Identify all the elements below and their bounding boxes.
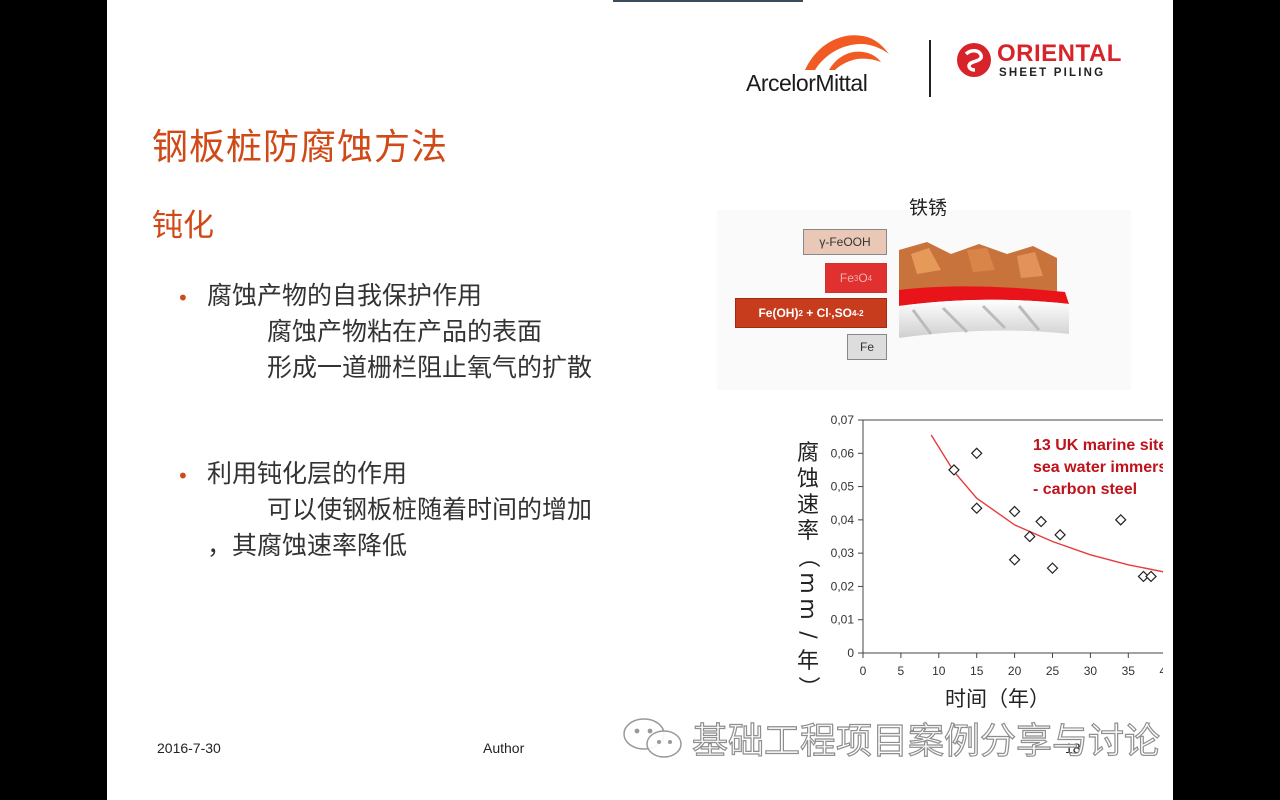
y-axis-label-char: 腐 [797,441,819,466]
footer-page-number: 18 [1065,740,1081,756]
rust-label: 铁锈 [909,197,948,219]
y-tick-label: 0,04 [831,513,855,527]
x-tick-label: 15 [970,664,984,678]
data-point [1046,562,1059,574]
y-axis-label-char: ） [795,676,820,698]
layer-fe3o4: Fe 3 O 4 [825,263,887,293]
y-tick-label: 0,06 [831,446,855,460]
bullet-2-line-3: ，其腐蚀速率降低 [207,531,408,560]
arcelormittal-logo-icon [805,35,889,70]
bullet-2-heading: 利用钝化层的作用 [207,459,408,488]
data-point [1054,528,1066,541]
x-tick-label: 40 [1160,664,1163,678]
y-tick-label: 0,01 [831,613,855,627]
x-tick-label: 5 [898,664,905,678]
y-axis-label-char: （ [795,546,820,568]
rust-layer-diagram [717,210,1131,390]
y-axis-label-char: m [795,572,820,593]
footer-date: 2016-7-30 [157,740,221,756]
y-axis-label-char: 速 [797,493,819,518]
chart-title-line: - carbon steel [1033,481,1137,498]
layer-hydroxide: Fe(OH) 2 + Cl - ,SO 4 -2 [735,298,887,328]
bullet-dot: • [177,464,189,488]
data-point [1114,514,1127,526]
data-point [1008,553,1021,566]
wechat-icon [623,718,682,758]
layer-feooh: γ-FeOOH [803,229,887,255]
data-point [948,464,960,476]
oriental-logo-subtext: SHEET PILING [999,67,1106,79]
x-tick-label: 30 [1084,664,1098,678]
rust-layer-illustration [899,242,1069,338]
slide-subtitle: 钝化 [152,208,214,244]
data-point [1137,570,1150,583]
chart-title-line: sea water immersion [1033,459,1163,476]
y-tick-label: 0,03 [831,546,855,560]
x-tick-label: 0 [860,664,867,678]
oriental-logo-text: ORIENTAL [997,40,1122,67]
bullet-1-line-2: 腐蚀产物粘在产品的表面 [267,317,543,346]
x-tick-label: 20 [1008,664,1022,678]
x-tick-label: 10 [932,664,946,678]
layer-fe: Fe [847,334,887,360]
data-point [970,502,983,515]
y-axis-label-char: 率 [797,519,819,544]
corrosion-rate-chart: 0 0,01 0,02 0,03 0,04 0,05 0,06 0,07 0 5 10 15 20 25 3… [795,413,1163,710]
bullet-1-heading: 腐蚀产物的自我保护作用 [207,281,483,310]
bullet-1-line-3: 形成一道栅栏阻止氧气的扩散 [267,353,593,382]
logo-separator [929,40,931,97]
bullet-2-line-2: 可以使钢板桩随着时间的增加 [267,495,593,524]
y-tick-label: 0,05 [831,480,855,494]
data-point [1035,515,1047,528]
y-tick-label: 0,02 [831,579,855,593]
slide-title: 钢板桩防腐蚀方法 [152,127,449,168]
trend-line [930,434,1163,573]
data-point [970,447,983,460]
data-point [1145,570,1157,583]
footer-author: Author [483,740,525,756]
y-axis-label-char: / [795,631,820,639]
x-tick-label: 25 [1046,664,1060,678]
slide: ArcelorMittal ORIENTAL SHEET PILING 钢板桩防… [107,0,1173,800]
y-axis-label-char: 年 [797,649,819,674]
x-tick-label: 35 [1122,664,1136,678]
y-tick-label: 0,07 [831,413,855,427]
y-axis-label-char: m [795,598,820,619]
arcelormittal-logo-text: ArcelorMittal [746,70,868,96]
data-point [1008,505,1021,518]
top-bar [613,0,803,2]
plot-area [862,419,1163,654]
y-tick-label: 0 [847,646,854,660]
watermark-text: 基础工程项目案例分享与讨论 [691,720,1161,762]
oriental-logo-icon [957,43,991,77]
x-axis-label: 时间（年） [945,687,1050,710]
data-point [1023,530,1036,543]
bullet-dot: • [177,286,189,310]
y-axis-label-char: 蚀 [797,467,819,492]
